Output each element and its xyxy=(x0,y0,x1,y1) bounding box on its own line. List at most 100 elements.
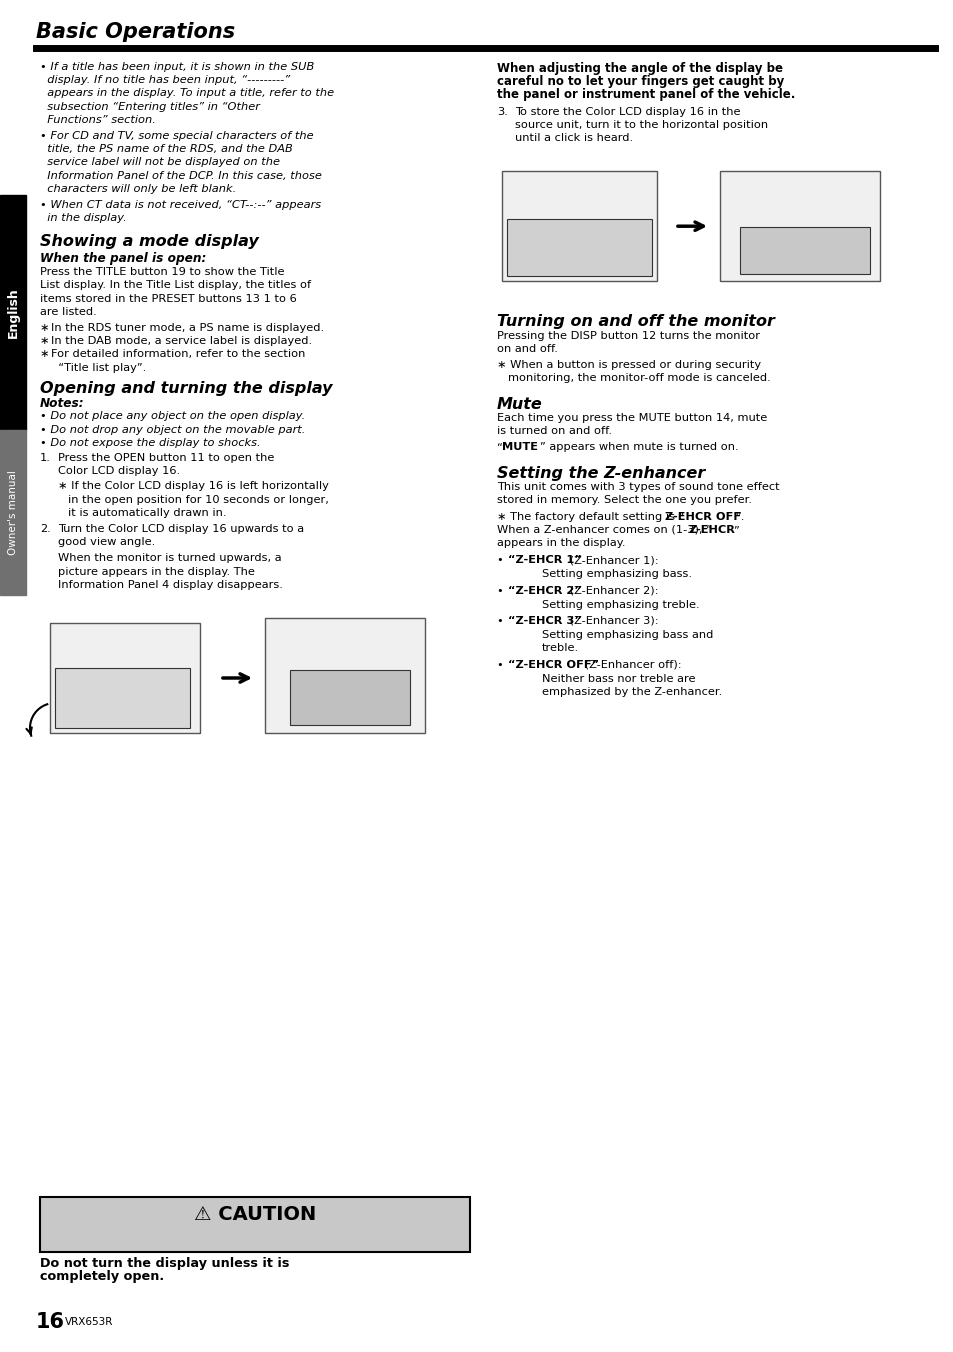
Text: title, the PS name of the RDS, and the DAB: title, the PS name of the RDS, and the D… xyxy=(40,145,293,154)
Text: ∗ The factory default setting is “: ∗ The factory default setting is “ xyxy=(497,511,684,522)
Text: appears in the display.: appears in the display. xyxy=(497,538,625,548)
Text: (Z-Enhancer 1):: (Z-Enhancer 1): xyxy=(565,556,658,565)
Text: “Z-EHCR 2”: “Z-EHCR 2” xyxy=(507,585,581,595)
Text: •: • xyxy=(497,585,507,595)
Text: Neither bass nor treble are: Neither bass nor treble are xyxy=(541,673,695,684)
Text: are listed.: are listed. xyxy=(40,307,96,316)
Text: (Z-Enhancer 3):: (Z-Enhancer 3): xyxy=(565,617,658,626)
Text: Each time you press the MUTE button 14, mute: Each time you press the MUTE button 14, … xyxy=(497,412,766,423)
Text: • For CD and TV, some special characters of the: • For CD and TV, some special characters… xyxy=(40,131,314,141)
Text: (Z-Enhancer off):: (Z-Enhancer off): xyxy=(580,660,680,669)
Text: When adjusting the angle of the display be: When adjusting the angle of the display … xyxy=(497,62,782,74)
Text: Pressing the DISP button 12 turns the monitor: Pressing the DISP button 12 turns the mo… xyxy=(497,331,760,341)
Text: Showing a mode display: Showing a mode display xyxy=(40,234,258,249)
Text: In the DAB mode, a service label is displayed.: In the DAB mode, a service label is disp… xyxy=(51,337,312,346)
Text: • When CT data is not received, “CT--:--” appears: • When CT data is not received, “CT--:--… xyxy=(40,200,321,210)
Text: •: • xyxy=(497,617,507,626)
Text: is turned on and off.: is turned on and off. xyxy=(497,426,612,437)
Text: Z-EHCR OFF: Z-EHCR OFF xyxy=(664,511,740,522)
Text: Color LCD display 16.: Color LCD display 16. xyxy=(58,466,180,476)
Text: Press the OPEN button 11 to open the: Press the OPEN button 11 to open the xyxy=(58,453,274,462)
Text: ”: ” xyxy=(732,525,738,534)
Text: • Do not drop any object on the movable part.: • Do not drop any object on the movable … xyxy=(40,425,305,434)
Text: When a Z-enhancer comes on (1-3), “: When a Z-enhancer comes on (1-3), “ xyxy=(497,525,711,534)
Text: 3.: 3. xyxy=(497,107,507,116)
Text: characters will only be left blank.: characters will only be left blank. xyxy=(40,184,236,193)
Text: Notes:: Notes: xyxy=(40,397,85,410)
Text: until a click is heard.: until a click is heard. xyxy=(515,132,633,143)
Bar xyxy=(720,172,879,281)
Text: Basic Operations: Basic Operations xyxy=(36,22,234,42)
Text: appears in the display. To input a title, refer to the: appears in the display. To input a title… xyxy=(40,88,334,99)
Bar xyxy=(0,430,26,595)
Bar xyxy=(50,623,200,733)
Text: Information Panel 4 display disappears.: Information Panel 4 display disappears. xyxy=(58,580,283,589)
Bar xyxy=(40,1197,470,1252)
Text: items stored in the PRESET buttons 13 1 to 6: items stored in the PRESET buttons 13 1 … xyxy=(40,293,296,303)
Text: 16: 16 xyxy=(36,1311,65,1332)
Text: • If a title has been input, it is shown in the SUB: • If a title has been input, it is shown… xyxy=(40,62,314,72)
Text: MUTE: MUTE xyxy=(501,442,537,453)
Text: Mute: Mute xyxy=(497,396,542,411)
Text: in the open position for 10 seconds or longer,: in the open position for 10 seconds or l… xyxy=(68,495,329,504)
Text: it is automatically drawn in.: it is automatically drawn in. xyxy=(68,508,226,518)
Text: VRX653R: VRX653R xyxy=(65,1317,113,1328)
Bar xyxy=(501,172,657,281)
Text: English: English xyxy=(7,287,19,338)
Text: treble.: treble. xyxy=(541,644,578,653)
Bar xyxy=(55,668,190,727)
Text: 1.: 1. xyxy=(40,453,51,462)
Text: “Z-EHCR 3”: “Z-EHCR 3” xyxy=(507,617,581,626)
Text: stored in memory. Select the one you prefer.: stored in memory. Select the one you pre… xyxy=(497,495,751,506)
Text: display. If no title has been input, “---------”: display. If no title has been input, “--… xyxy=(40,76,290,85)
Text: Owner's manual: Owner's manual xyxy=(8,470,18,554)
Text: in the display.: in the display. xyxy=(40,214,127,223)
Bar xyxy=(290,671,410,725)
Text: •: • xyxy=(497,556,507,565)
Text: Turn the Color LCD display 16 upwards to a: Turn the Color LCD display 16 upwards to… xyxy=(58,525,304,534)
Text: For detailed information, refer to the section: For detailed information, refer to the s… xyxy=(51,349,305,360)
Text: Setting emphasizing treble.: Setting emphasizing treble. xyxy=(541,600,699,610)
Bar xyxy=(506,219,651,276)
Text: ∗: ∗ xyxy=(40,337,53,346)
Text: (Z-Enhancer 2):: (Z-Enhancer 2): xyxy=(565,585,658,595)
Text: ”.: ”. xyxy=(734,511,743,522)
Bar xyxy=(740,227,869,274)
Text: • Do not place any object on the open display.: • Do not place any object on the open di… xyxy=(40,411,305,422)
Text: “: “ xyxy=(497,442,502,453)
Bar xyxy=(265,618,424,733)
Text: When the monitor is turned upwards, a: When the monitor is turned upwards, a xyxy=(58,553,281,564)
Text: service label will not be displayed on the: service label will not be displayed on t… xyxy=(40,157,280,168)
Text: ∗ When a button is pressed or during security: ∗ When a button is pressed or during sec… xyxy=(497,360,760,370)
Text: • Do not expose the display to shocks.: • Do not expose the display to shocks. xyxy=(40,438,260,448)
Text: When the panel is open:: When the panel is open: xyxy=(40,251,206,265)
Text: careful no to let your fingers get caught by: careful no to let your fingers get caugh… xyxy=(497,76,783,88)
Text: Opening and turning the display: Opening and turning the display xyxy=(40,381,333,396)
Text: In the RDS tuner mode, a PS name is displayed.: In the RDS tuner mode, a PS name is disp… xyxy=(51,323,324,333)
Text: Z-EHCR: Z-EHCR xyxy=(688,525,735,534)
Text: Setting emphasizing bass.: Setting emphasizing bass. xyxy=(541,569,691,579)
Text: subsection “​Entering titles​” in “​Other: subsection “​Entering titles​” in “​Othe… xyxy=(40,101,259,112)
Text: completely open.: completely open. xyxy=(40,1270,164,1283)
Text: Press the TITLE button 19 to show the Title: Press the TITLE button 19 to show the Ti… xyxy=(40,268,284,277)
Text: “​​Title list play​”.: “​​Title list play​”. xyxy=(51,362,146,373)
Text: ∗ If the Color LCD display 16 is left horizontally: ∗ If the Color LCD display 16 is left ho… xyxy=(58,481,329,491)
Text: Setting emphasizing bass and: Setting emphasizing bass and xyxy=(541,630,713,639)
Text: “Z-EHCR 1”: “Z-EHCR 1” xyxy=(507,556,581,565)
Text: •: • xyxy=(497,660,507,669)
Text: source unit, turn it to the horizontal position: source unit, turn it to the horizontal p… xyxy=(515,120,767,130)
Text: ∗: ∗ xyxy=(40,323,53,333)
Text: Functions​” section.: Functions​” section. xyxy=(40,115,155,124)
Bar xyxy=(0,195,26,430)
Text: monitoring, the monitor-off mode is canceled.: monitoring, the monitor-off mode is canc… xyxy=(507,373,770,384)
Text: on and off.: on and off. xyxy=(497,343,558,354)
Text: Information Panel of the DCP. In this case, those: Information Panel of the DCP. In this ca… xyxy=(40,170,321,181)
Text: Turning on and off the monitor: Turning on and off the monitor xyxy=(497,314,774,329)
Text: To store the Color LCD display 16 in the: To store the Color LCD display 16 in the xyxy=(515,107,740,116)
Text: This unit comes with 3 types of sound tone effect: This unit comes with 3 types of sound to… xyxy=(497,483,779,492)
Text: Do not turn the display unless it is: Do not turn the display unless it is xyxy=(40,1257,289,1270)
Text: emphasized by the Z-enhancer.: emphasized by the Z-enhancer. xyxy=(541,687,721,696)
Text: good view angle.: good view angle. xyxy=(58,537,155,548)
Text: ⚠ CAUTION: ⚠ CAUTION xyxy=(193,1205,315,1224)
Text: ∗: ∗ xyxy=(40,349,53,360)
